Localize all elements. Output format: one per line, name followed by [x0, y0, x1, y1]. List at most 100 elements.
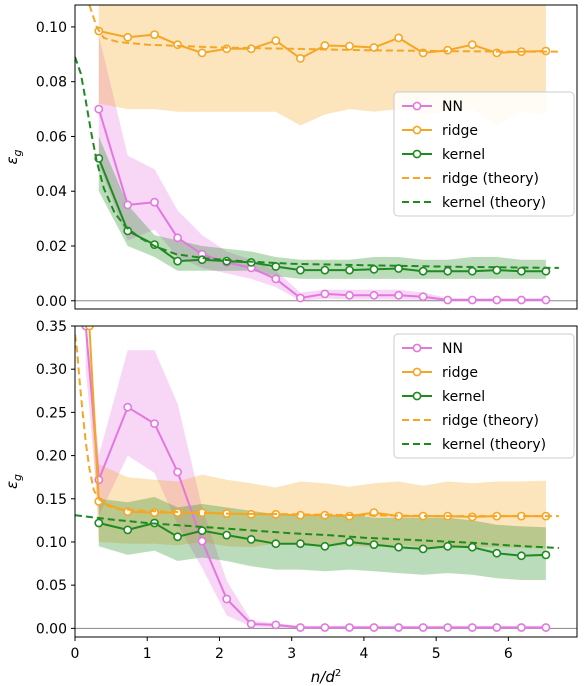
data-point-nn	[320, 289, 330, 299]
y-tick-label: 0.35	[36, 319, 67, 335]
data-point-nn	[173, 233, 182, 243]
data-point-kernel	[394, 264, 403, 273]
x-tick-label: 0	[71, 646, 80, 662]
data-point-kernel	[173, 256, 182, 266]
legend-entry: kernel	[442, 389, 485, 405]
panel-1: 0.00 0.02 0.04 0.06 0.08 0.10 εg NN ridge kernel r…	[3, 4, 578, 310]
data-point-kernel	[222, 530, 232, 540]
data-point-ridge	[345, 511, 354, 521]
data-point-kernel	[197, 255, 207, 265]
legend-entry: NN	[442, 341, 463, 357]
legend-entry: ridge (theory)	[442, 171, 539, 187]
data-point-nn	[369, 290, 379, 300]
x-tick-label: 5	[432, 646, 441, 662]
data-point-nn	[345, 290, 354, 300]
data-point-kernel	[418, 544, 428, 554]
data-point-nn	[467, 623, 477, 632]
y-tick-label: 0.06	[36, 129, 67, 145]
data-point-nn	[517, 623, 526, 632]
legend-marker	[412, 367, 422, 377]
data-point-kernel	[320, 541, 330, 551]
data-point-kernel	[345, 537, 354, 547]
y-axis-label: εg	[3, 149, 24, 164]
data-point-nn	[369, 623, 379, 632]
band-ridge	[89, 326, 546, 549]
data-point-nn	[345, 623, 354, 632]
data-point-nn	[94, 475, 104, 485]
data-point-ridge	[197, 48, 207, 58]
data-point-nn	[295, 623, 305, 632]
data-point-kernel	[94, 518, 104, 528]
band-kernel	[98, 497, 546, 580]
legend-entry: ridge (theory)	[442, 413, 539, 429]
data-point-kernel	[295, 539, 305, 549]
data-point-ridge	[394, 33, 403, 43]
y-tick-label: 0.00	[36, 621, 67, 637]
y-tick-label: 0.25	[36, 405, 67, 421]
series-line-ridge-theory	[88, 5, 559, 53]
data-point-kernel	[443, 541, 453, 551]
data-point-nn	[443, 623, 453, 632]
data-point-nn	[394, 290, 403, 300]
legend-box	[393, 333, 575, 459]
data-point-kernel	[517, 266, 526, 276]
data-point-nn	[123, 402, 133, 412]
data-point-kernel	[492, 548, 502, 558]
legend-entry: ridge	[442, 365, 478, 381]
plot-area	[75, 326, 577, 632]
data-point-kernel	[492, 265, 502, 275]
axes-frame	[74, 325, 578, 638]
data-point-nn	[492, 295, 502, 305]
data-point-kernel	[443, 266, 453, 276]
data-point-nn	[197, 536, 207, 546]
data-point-kernel	[369, 264, 379, 274]
legend-box	[393, 91, 575, 217]
data-point-nn	[150, 419, 159, 428]
data-point-kernel	[467, 266, 477, 276]
legend-marker	[412, 125, 422, 135]
x-tick-label: 4	[359, 646, 368, 662]
data-point-ridge	[492, 48, 502, 58]
legend-marker	[412, 101, 422, 111]
legend-entry: kernel (theory)	[442, 195, 546, 211]
data-point-kernel	[271, 262, 281, 271]
legend-marker	[412, 343, 422, 353]
y-tick-label: 0.10	[36, 20, 67, 36]
data-point-nn	[517, 295, 526, 305]
y-tick-label: 0.20	[36, 449, 67, 465]
data-point-ridge	[150, 30, 159, 39]
data-point-kernel	[320, 265, 330, 275]
data-point-nn	[320, 623, 330, 632]
series-line-ridge-theory	[75, 334, 559, 518]
data-point-nn	[295, 293, 305, 303]
data-point-nn	[492, 623, 502, 632]
data-point-nn	[443, 295, 453, 305]
y-tick-label: 0.02	[36, 239, 67, 255]
data-point-kernel	[197, 526, 207, 536]
y-tick-label: 0.10	[36, 535, 67, 551]
x-tick-label: 3	[287, 646, 296, 662]
y-axis-label: εg	[3, 474, 24, 489]
data-point-kernel	[345, 265, 354, 275]
data-point-nn	[150, 197, 159, 207]
data-point-nn	[418, 292, 428, 302]
data-point-nn	[271, 274, 281, 284]
data-point-kernel	[369, 540, 379, 549]
data-point-nn	[541, 623, 551, 632]
data-point-kernel	[173, 532, 182, 542]
data-point-kernel	[517, 551, 526, 561]
data-point-nn	[467, 295, 477, 305]
data-point-kernel	[394, 542, 403, 552]
data-point-nn	[222, 594, 232, 604]
legend: NN ridge kernel ridge (theory) kernel (theor…	[393, 91, 575, 217]
data-point-ridge	[271, 36, 281, 45]
data-point-kernel	[123, 525, 133, 535]
data-point-kernel	[271, 539, 281, 549]
x-axis-label: n/d2	[311, 668, 341, 686]
data-point-nn	[173, 467, 182, 477]
data-point-nn	[94, 104, 104, 114]
data-point-kernel	[295, 265, 305, 275]
y-tick-label: 0.15	[36, 492, 67, 508]
data-point-ridge	[173, 40, 182, 50]
